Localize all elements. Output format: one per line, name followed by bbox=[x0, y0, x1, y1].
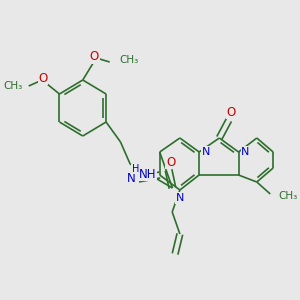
Text: CH₃: CH₃ bbox=[4, 81, 23, 91]
Text: O: O bbox=[90, 50, 99, 64]
Text: N: N bbox=[176, 193, 184, 203]
Text: H: H bbox=[132, 164, 139, 174]
Text: O: O bbox=[226, 106, 236, 118]
Text: O: O bbox=[38, 71, 48, 85]
Text: O: O bbox=[166, 155, 175, 169]
Text: CH₃: CH₃ bbox=[119, 55, 139, 65]
Text: NH: NH bbox=[139, 167, 156, 181]
Text: N: N bbox=[241, 147, 250, 157]
Text: CH₃: CH₃ bbox=[278, 191, 297, 201]
Text: N: N bbox=[202, 147, 210, 157]
Text: N: N bbox=[127, 172, 135, 185]
